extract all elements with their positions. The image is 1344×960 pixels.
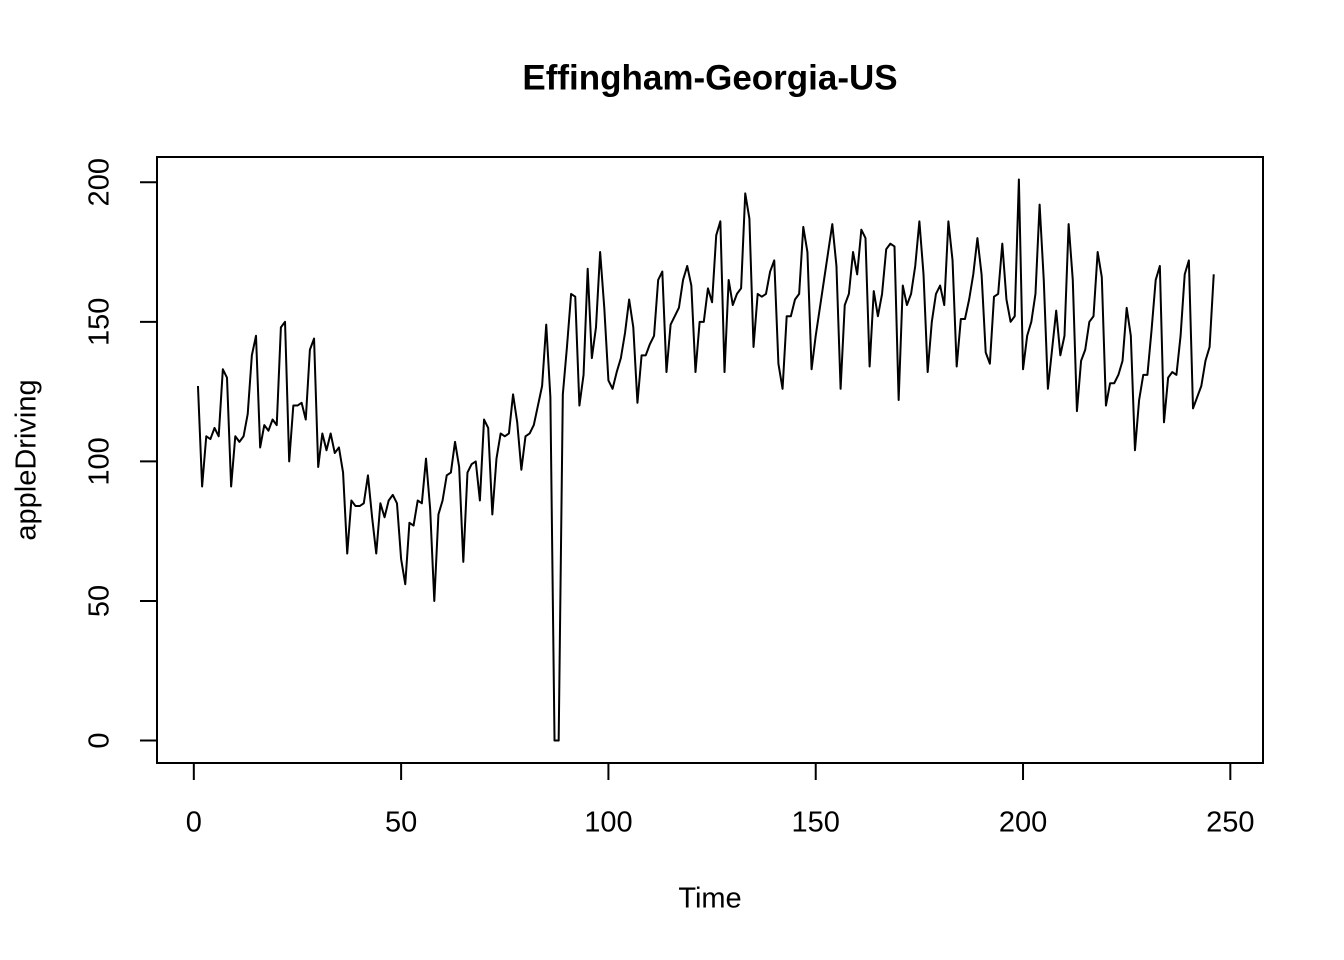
x-tick-label: 250 <box>1206 807 1254 839</box>
y-tick-label: 0 <box>84 732 116 748</box>
x-tick-label: 0 <box>186 807 202 839</box>
x-tick-label: 200 <box>999 807 1047 839</box>
x-axis-label: Time <box>678 883 741 915</box>
y-axis-label: appleDriving <box>11 379 43 540</box>
data-line <box>196 178 1215 742</box>
plot-frame <box>156 156 1264 764</box>
y-tick-label: 50 <box>84 585 116 617</box>
x-tick-label: 100 <box>584 807 632 839</box>
x-tick-label: 50 <box>385 807 417 839</box>
y-tick-label: 200 <box>84 158 116 206</box>
y-tick-label: 150 <box>84 298 116 346</box>
x-tick-label: 150 <box>792 807 840 839</box>
y-tick-label: 100 <box>84 437 116 485</box>
chart-title: Effingham-Georgia-US <box>522 58 897 97</box>
